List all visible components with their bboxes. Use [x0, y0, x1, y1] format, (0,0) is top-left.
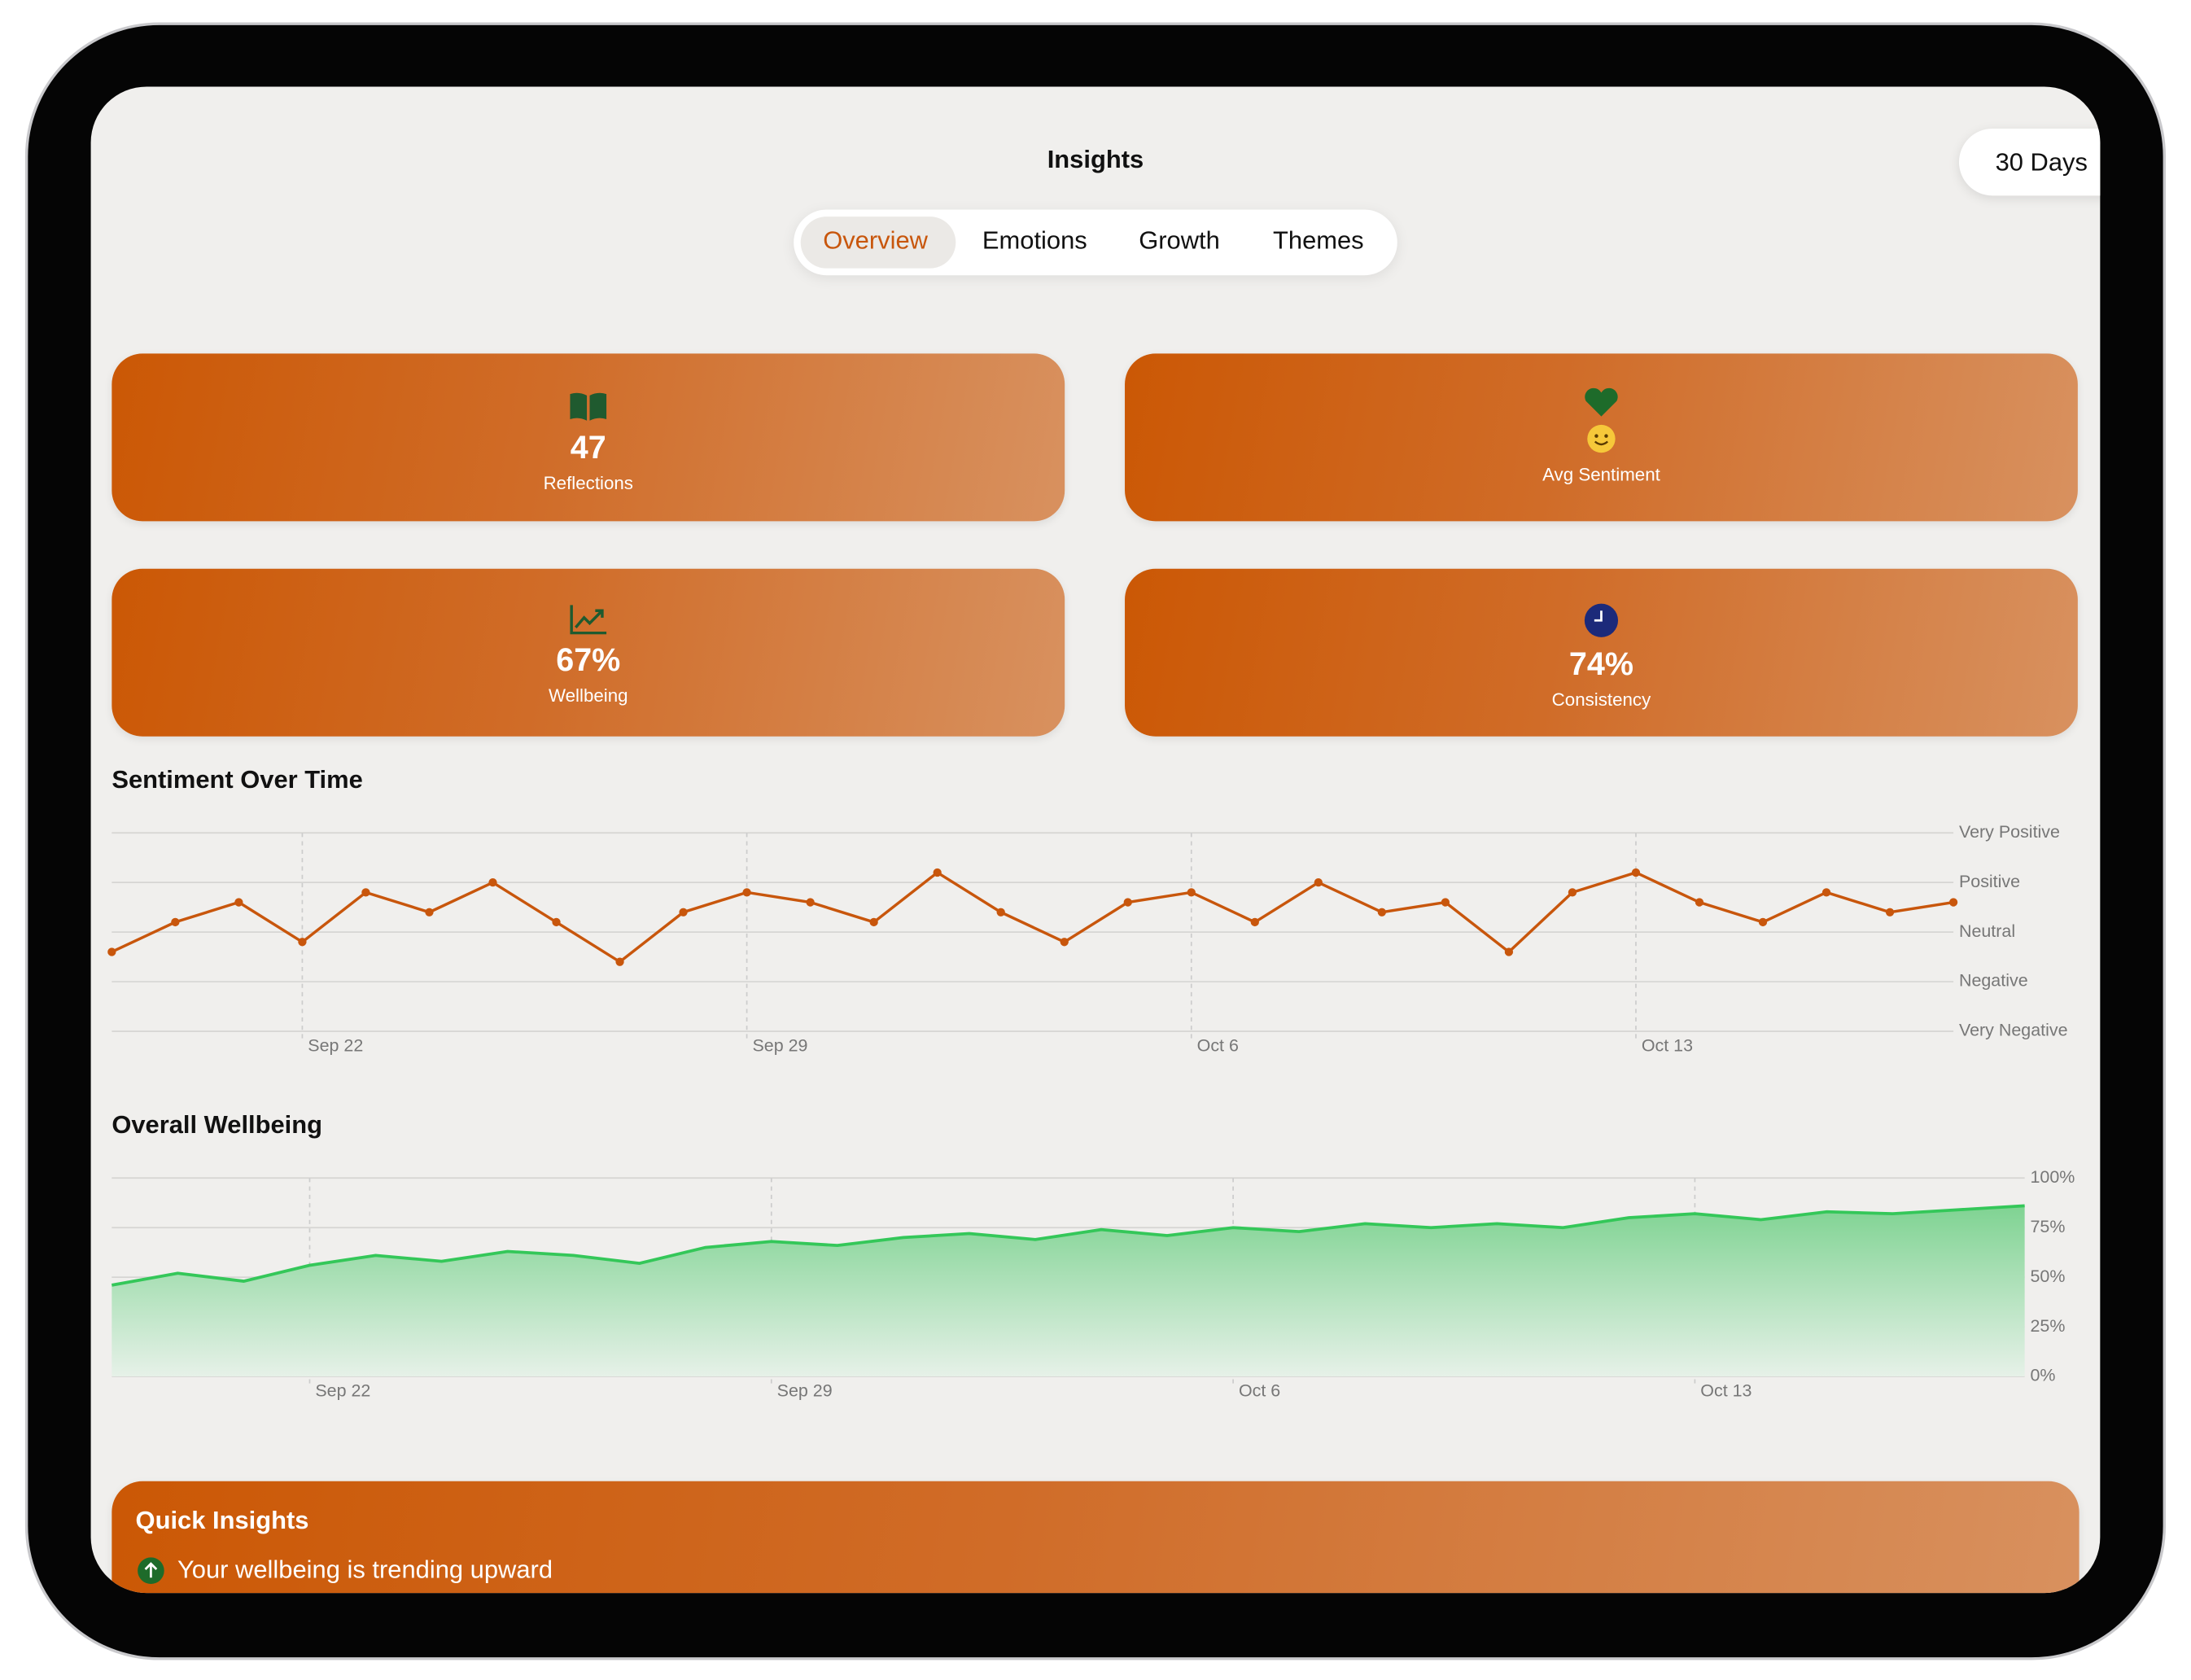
data-point	[171, 917, 180, 927]
tab[interactable]: Emotions	[982, 226, 1087, 255]
data-point	[1441, 898, 1450, 907]
x-tick-label: Oct 13	[1700, 1381, 1751, 1401]
y-tick-label: 100%	[2031, 1167, 2075, 1187]
area-fill	[112, 1205, 2025, 1377]
stat-card: 74% Consistency	[1125, 568, 2078, 737]
stat-label: Wellbeing	[548, 685, 628, 706]
y-tick-label: Positive	[1959, 872, 2020, 891]
data-point	[806, 898, 815, 907]
x-tick-label: Sep 29	[752, 1036, 807, 1056]
insights-card: Quick Insights Your wellbeing is trendin…	[112, 1481, 2079, 1594]
data-point	[933, 868, 942, 877]
tab-bar: Overview Emotions Growth Themes	[794, 209, 1397, 276]
y-tick-label: Very Positive	[1959, 822, 2060, 842]
tab-selection	[800, 217, 956, 269]
x-tick-label: Oct 6	[1239, 1381, 1280, 1401]
sentiment-icon	[1585, 387, 1618, 453]
data-point	[1821, 888, 1831, 897]
data-point	[869, 917, 878, 927]
data-point	[552, 917, 561, 927]
y-tick-label: 25%	[2031, 1316, 2066, 1336]
data-point	[488, 878, 497, 887]
data-point	[1123, 898, 1132, 907]
y-tick-label: Very Negative	[1959, 1021, 2068, 1040]
y-tick-label: 0%	[2031, 1366, 2056, 1385]
y-tick-label: Negative	[1959, 971, 2028, 991]
stat-value: 74%	[1568, 645, 1633, 682]
x-tick-label: Sep 29	[777, 1381, 833, 1401]
data-point	[1250, 917, 1259, 927]
data-point	[1568, 888, 1577, 897]
data-point	[996, 908, 1005, 917]
data-point	[1948, 898, 1958, 907]
y-tick-label: 75%	[2031, 1217, 2066, 1236]
tab[interactable]: Themes	[1273, 226, 1364, 255]
data-point	[1695, 898, 1704, 907]
tab[interactable]: Overview	[823, 226, 928, 255]
data-point	[615, 957, 624, 966]
data-point	[679, 908, 688, 917]
stat-label: Reflections	[543, 472, 633, 494]
y-tick-label: Neutral	[1959, 921, 2015, 941]
data-point	[1631, 868, 1641, 877]
data-point	[1758, 917, 1768, 927]
data-point	[1314, 878, 1323, 887]
stat-label: Consistency	[1551, 689, 1651, 711]
insight-item: Your wellbeing is trending upward	[177, 1555, 553, 1584]
data-point	[361, 888, 370, 897]
stat-label: Avg Sentiment	[1542, 463, 1660, 485]
clock-icon	[1584, 603, 1619, 637]
x-tick-label: Sep 22	[308, 1036, 363, 1056]
x-tick-label: Sep 22	[315, 1381, 370, 1401]
insights-title: Quick Insights	[135, 1506, 309, 1535]
stat-card: 67% Wellbeing	[112, 568, 1065, 737]
page-title: Insights	[1047, 145, 1144, 173]
x-tick-label: Oct 13	[1642, 1036, 1693, 1056]
data-point	[1377, 908, 1387, 917]
data-point	[1504, 947, 1514, 956]
range-button[interactable]: 30 Days	[1958, 128, 2101, 196]
chart-title: Sentiment Over Time	[112, 765, 362, 794]
y-tick-label: 50%	[2031, 1267, 2066, 1286]
stat-value: 47	[570, 429, 606, 466]
data-point	[298, 938, 307, 947]
x-tick-label: Oct 6	[1197, 1036, 1239, 1056]
book-icon	[570, 392, 607, 421]
data-point	[425, 908, 434, 917]
data-point	[1187, 888, 1196, 897]
stat-card: Avg Sentiment	[1125, 353, 2078, 522]
up-icon	[138, 1557, 164, 1584]
area-line	[112, 1204, 2025, 1287]
data-point	[742, 888, 751, 897]
data-point	[1060, 938, 1069, 947]
data-point	[1885, 908, 1895, 917]
tab[interactable]: Growth	[1139, 226, 1220, 255]
chart-title: Overall Wellbeing	[112, 1110, 322, 1139]
stat-value: 67%	[556, 641, 621, 678]
data-point	[107, 947, 116, 956]
data-point	[234, 898, 243, 907]
chart-icon	[570, 605, 607, 635]
line	[111, 870, 1954, 964]
stat-card: 47 Reflections	[112, 353, 1065, 522]
